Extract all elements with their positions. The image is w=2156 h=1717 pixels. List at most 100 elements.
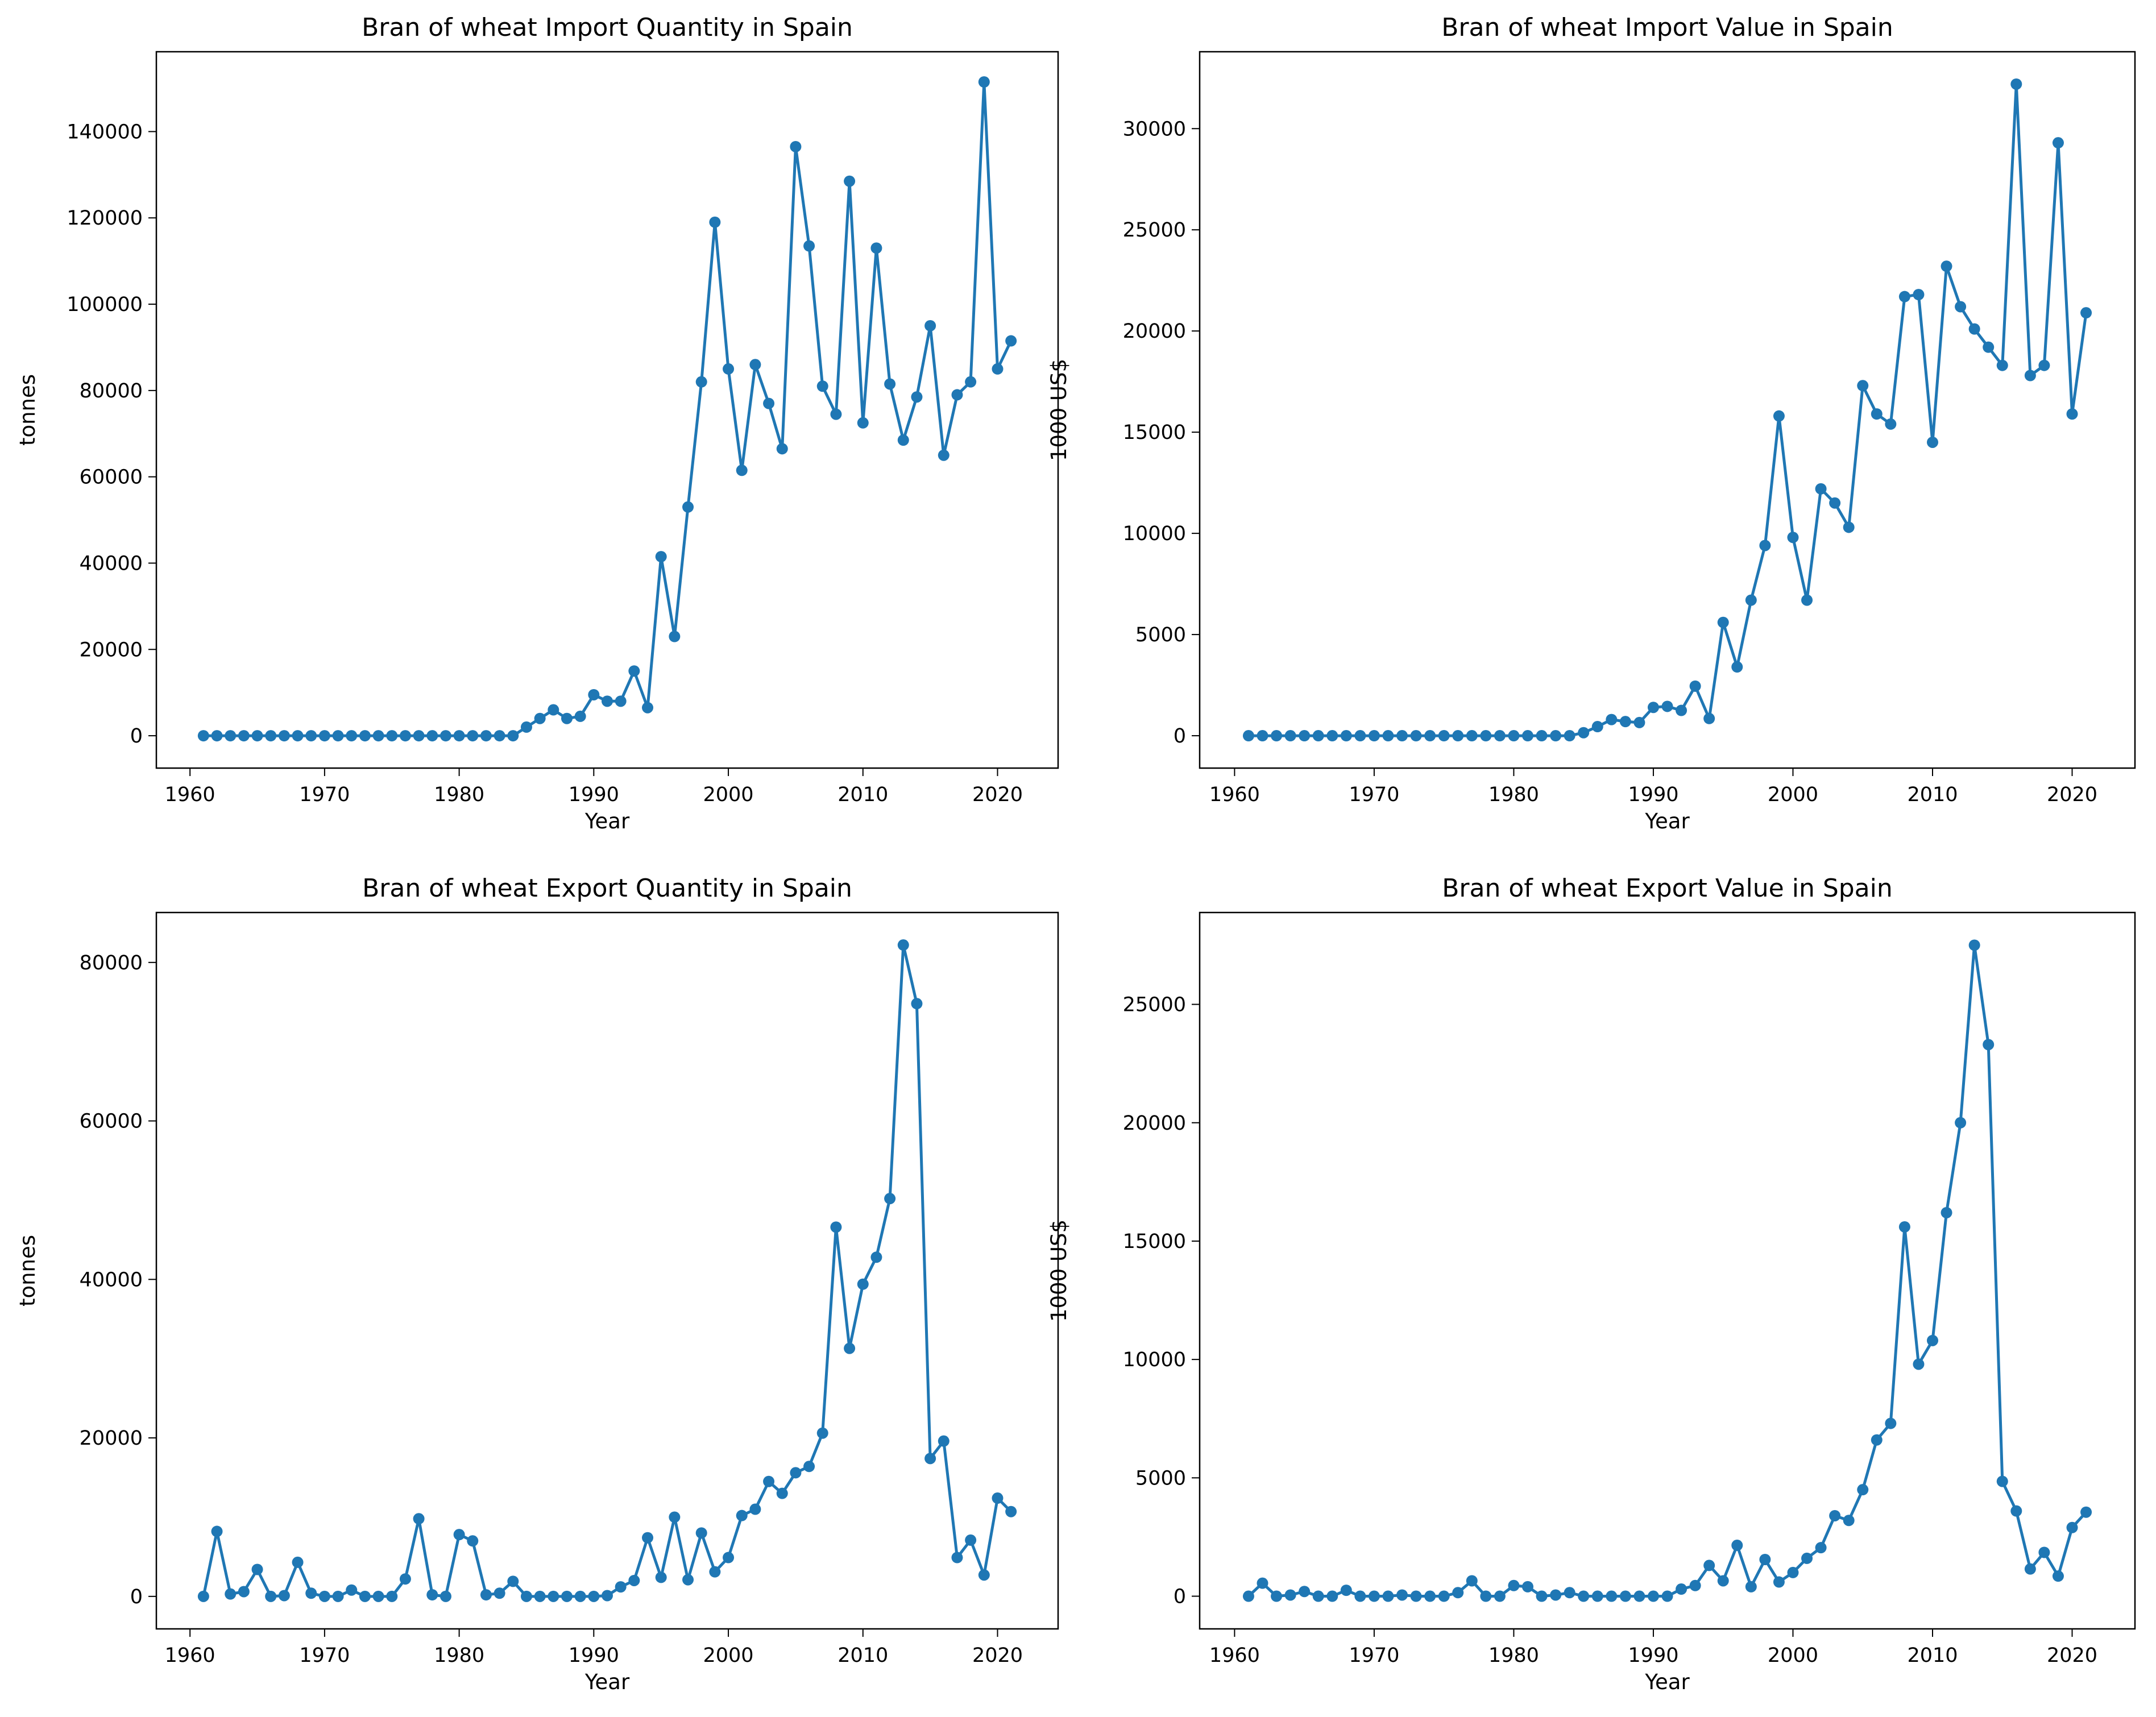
data-point	[1926, 436, 1938, 448]
data-point	[776, 1487, 788, 1499]
data-point	[682, 1574, 694, 1586]
data-point	[1745, 1581, 1757, 1592]
plot-frame	[1199, 51, 2136, 769]
data-point	[669, 1511, 681, 1523]
data-point	[548, 1590, 559, 1602]
data-point	[1913, 1358, 1925, 1370]
data-point	[1452, 730, 1464, 742]
y-tick-label: 20000	[1123, 320, 1186, 343]
data-point	[1424, 1590, 1436, 1602]
data-point	[830, 408, 842, 420]
data-point	[1257, 730, 1268, 742]
data-point	[763, 1475, 775, 1487]
data-point	[897, 939, 909, 951]
data-point	[1382, 730, 1394, 742]
data-point	[1619, 716, 1631, 728]
data-point	[494, 1587, 505, 1599]
data-point	[1676, 704, 1688, 716]
x-tick-label: 2020	[2047, 1644, 2097, 1667]
data-point	[1340, 730, 1352, 742]
data-point	[251, 730, 263, 742]
data-point	[870, 1251, 882, 1263]
data-point	[292, 730, 304, 742]
data-point	[426, 730, 438, 742]
data-point	[588, 689, 600, 700]
data-point	[1284, 1589, 1296, 1601]
y-tick-label: 80000	[80, 380, 143, 403]
data-point	[1396, 1589, 1408, 1601]
data-point	[723, 363, 735, 375]
y-tick-label: 0	[130, 725, 143, 748]
data-point	[1508, 1579, 1520, 1591]
data-point	[965, 1534, 977, 1546]
data-point	[924, 320, 936, 331]
data-point	[453, 730, 465, 742]
y-tick-label: 15000	[1123, 421, 1186, 444]
y-tick-label: 40000	[80, 1268, 143, 1291]
data-point	[1619, 1590, 1631, 1602]
data-point	[574, 710, 586, 722]
data-point	[1284, 730, 1296, 742]
data-point	[1689, 1579, 1701, 1591]
data-point	[857, 1278, 869, 1290]
data-point	[440, 1590, 451, 1602]
data-point	[1885, 418, 1897, 430]
x-tick-label: 1980	[434, 1644, 484, 1667]
data-point	[1606, 1590, 1618, 1602]
data-point	[2066, 408, 2078, 420]
data-point	[1564, 1587, 1575, 1599]
data-point	[453, 1529, 465, 1541]
data-point	[1801, 594, 1813, 606]
data-point	[1815, 483, 1827, 495]
data-point	[1871, 408, 1883, 420]
data-point	[709, 216, 721, 228]
data-point	[1299, 1586, 1311, 1598]
y-tick-label: 10000	[1123, 522, 1186, 545]
data-point	[1521, 730, 1533, 742]
x-axis-label: Year	[1644, 1670, 1690, 1694]
data-point	[2066, 1521, 2078, 1533]
data-point	[803, 240, 815, 252]
data-point	[938, 1435, 950, 1447]
data-point	[1452, 1587, 1464, 1599]
y-tick-label: 0	[130, 1586, 143, 1608]
data-point	[561, 712, 573, 724]
x-tick-label: 1980	[434, 783, 484, 806]
data-point	[399, 1573, 411, 1585]
data-point	[1494, 1590, 1506, 1602]
data-point	[1340, 1585, 1352, 1596]
data-point	[413, 730, 425, 742]
data-point	[1326, 1590, 1338, 1602]
data-point	[763, 397, 775, 409]
x-tick-label: 2000	[1768, 783, 1818, 806]
data-point	[628, 665, 640, 677]
data-point	[211, 1525, 223, 1537]
data-point	[1536, 1590, 1548, 1602]
data-point	[978, 76, 990, 88]
data-point	[1801, 1552, 1813, 1564]
series-line	[203, 80, 1013, 737]
data-point	[1759, 1553, 1771, 1565]
data-point	[1926, 1334, 1938, 1346]
x-tick-label: 2020	[972, 783, 1023, 806]
data-point	[602, 695, 613, 707]
data-point	[197, 1590, 209, 1602]
data-point	[1466, 730, 1478, 742]
chart-title: Bran of wheat Export Value in Spain	[1442, 874, 1893, 903]
data-point	[1396, 730, 1408, 742]
data-point	[1242, 1590, 1254, 1602]
x-tick-label: 2020	[972, 1644, 1023, 1667]
data-point	[332, 730, 344, 742]
data-point	[238, 1586, 250, 1598]
data-point	[480, 730, 492, 742]
data-point	[642, 1532, 654, 1544]
data-point	[1996, 1475, 2008, 1487]
y-tick-label: 10000	[1123, 1349, 1186, 1371]
x-tick-label: 1970	[1349, 1644, 1399, 1667]
data-point	[1717, 616, 1729, 628]
data-point	[1941, 260, 1952, 272]
data-point	[1857, 1484, 1869, 1496]
data-point	[951, 1552, 963, 1563]
data-point	[2038, 359, 2050, 371]
